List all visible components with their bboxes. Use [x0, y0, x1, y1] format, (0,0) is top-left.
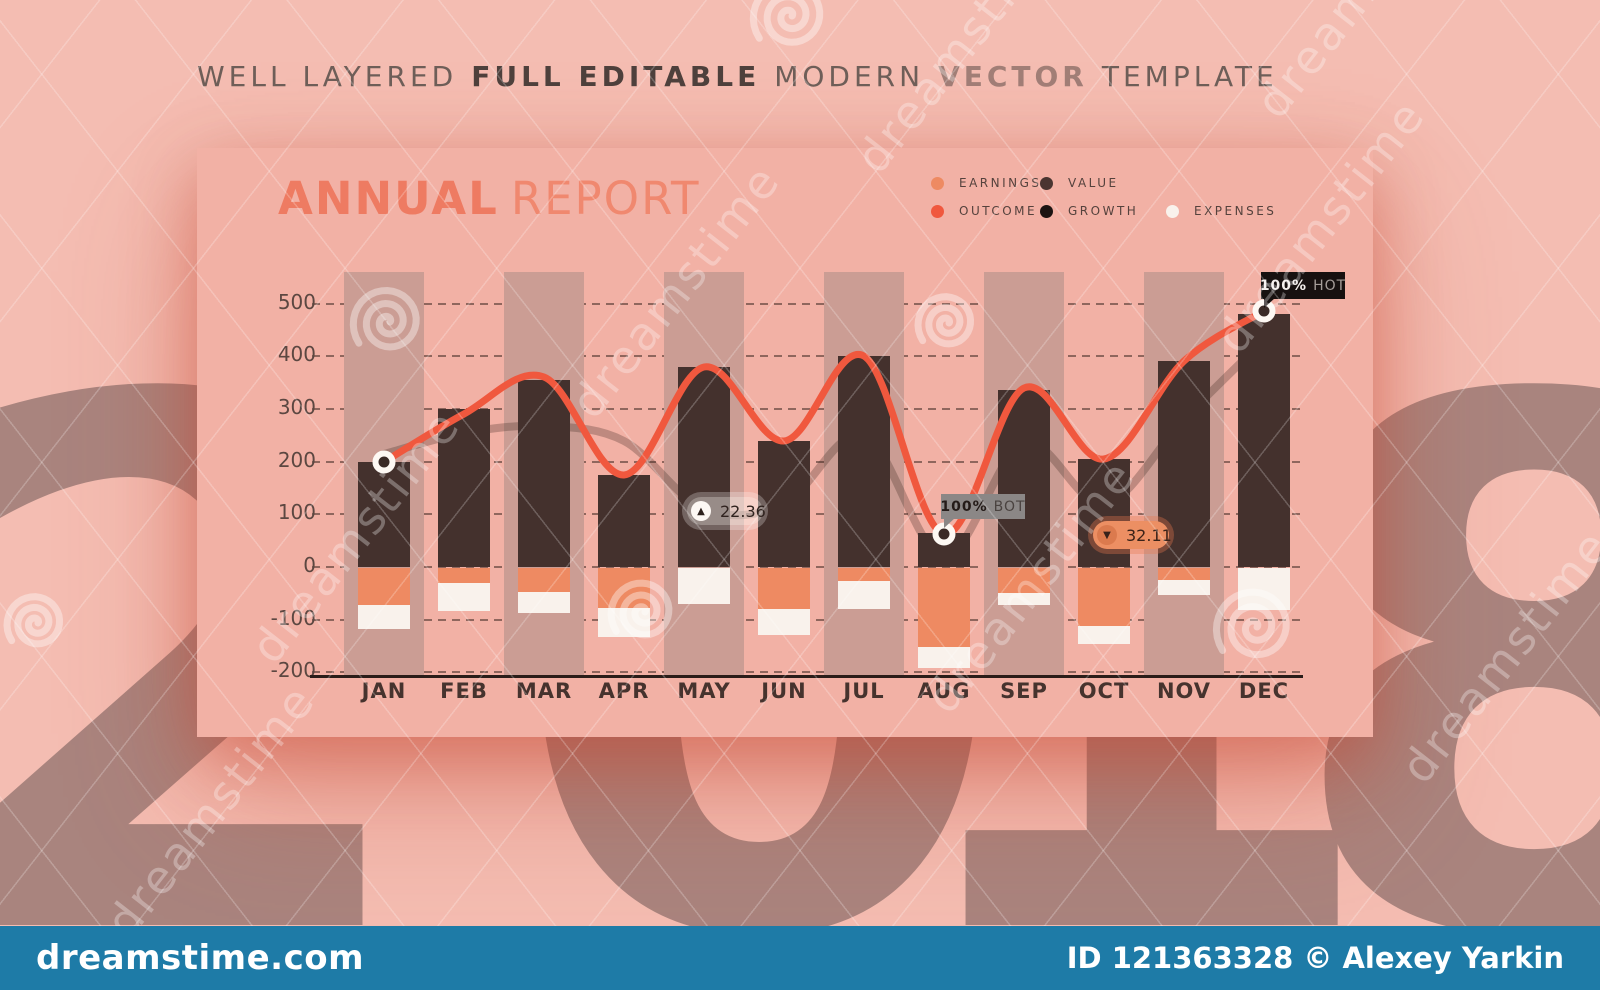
x-axis-label: DEC	[1238, 679, 1290, 703]
x-axis-label: OCT	[1078, 679, 1130, 703]
x-axis-label: MAY	[677, 679, 731, 703]
tagline-part: MODERN	[774, 60, 925, 93]
y-axis-label: 400	[277, 342, 316, 366]
expenses-bar	[998, 593, 1050, 605]
expenses-bar	[598, 608, 650, 637]
x-axis-label: AUG	[917, 679, 971, 703]
arrow-up-icon: ▲	[691, 501, 711, 521]
title-annual: ANNUAL	[278, 172, 499, 225]
value-bar	[518, 380, 570, 567]
callout-percent: 100%	[1259, 277, 1308, 294]
value-bar	[358, 462, 410, 567]
value-bar	[838, 356, 890, 567]
arrow-down-icon: ▼	[1097, 525, 1117, 545]
expenses-bar	[758, 609, 810, 635]
expenses-bar	[678, 568, 730, 604]
title-report: REPORT	[510, 172, 701, 225]
x-axis-label: APR	[598, 679, 650, 703]
y-axis-label: -200	[270, 658, 316, 682]
data-callout-pill: ▲ 22.36	[687, 497, 766, 525]
value-bar	[438, 409, 490, 567]
callout-label: HOT	[1313, 277, 1347, 294]
x-axis-line	[310, 675, 1303, 678]
y-axis-label: 200	[277, 448, 316, 472]
value-bar	[1078, 459, 1130, 567]
dreamstime-logo: dreamstime.com	[36, 938, 365, 978]
data-callout-tag: 100% BOT	[940, 494, 1026, 528]
callout-value: 22.36	[720, 501, 766, 521]
value-bar	[998, 390, 1050, 567]
gridline	[312, 566, 1300, 568]
page-title: ANNUAL REPORT	[278, 172, 701, 225]
x-axis-label: FEB	[440, 679, 488, 703]
x-axis-label: MAR	[515, 679, 573, 703]
earnings-bar	[758, 568, 810, 609]
expenses-bar	[358, 605, 410, 629]
earnings-bar	[518, 568, 570, 592]
earnings-bar	[1078, 568, 1130, 626]
expenses-bar	[838, 581, 890, 609]
earnings-bar	[918, 568, 970, 647]
earnings-bar	[598, 568, 650, 608]
expenses-bar	[1078, 626, 1130, 644]
tagline: WELL LAYERED FULL EDITABLE MODERN VECTOR TEM…	[197, 60, 1292, 93]
x-axis-label: JUN	[761, 679, 807, 703]
expenses-bar	[1238, 568, 1290, 610]
expenses-bar	[918, 647, 970, 668]
value-bar	[678, 367, 730, 567]
gridline	[312, 671, 1300, 673]
value-bar	[1238, 314, 1290, 567]
tagline-part-faded: VECTOR	[938, 60, 1088, 93]
point-marker	[372, 450, 396, 474]
y-axis-label: 300	[277, 395, 316, 419]
tagline-part: TEMPLATE	[1101, 60, 1278, 93]
y-axis-label: 100	[277, 500, 316, 524]
data-callout-pill: ▼ 32.11	[1093, 521, 1172, 549]
expenses-bar	[438, 583, 490, 611]
data-callout-tag: 100% HOT	[1259, 272, 1347, 308]
y-axis-label: -100	[270, 606, 316, 630]
callout-value: 32.11	[1126, 525, 1172, 545]
expenses-bar	[518, 592, 570, 613]
y-axis-label: 500	[277, 290, 316, 314]
x-axis-label: JAN	[361, 679, 407, 703]
watermark-bar: dreamstime.com ID 121363328 © Alexey Yar…	[0, 926, 1600, 990]
callout-percent: 100%	[940, 498, 988, 515]
tagline-part-bold: FULL EDITABLE	[471, 60, 761, 93]
tagline-part: WELL LAYERED	[197, 60, 458, 93]
earnings-bar	[438, 568, 490, 583]
value-bar	[598, 475, 650, 567]
earnings-bar	[358, 568, 410, 605]
earnings-bar	[838, 568, 890, 581]
earnings-bar	[1158, 568, 1210, 580]
x-axis-label: JUL	[843, 679, 885, 703]
image-credit: ID 121363328 © Alexey Yarkin	[1066, 941, 1564, 975]
earnings-bar	[998, 568, 1050, 593]
expenses-bar	[1158, 580, 1210, 595]
gridline	[312, 303, 1300, 305]
y-axis-label: 0	[303, 553, 316, 577]
callout-label: BOT	[993, 498, 1026, 515]
x-axis-label: SEP	[1000, 679, 1048, 703]
x-axis-label: NOV	[1156, 679, 1212, 703]
